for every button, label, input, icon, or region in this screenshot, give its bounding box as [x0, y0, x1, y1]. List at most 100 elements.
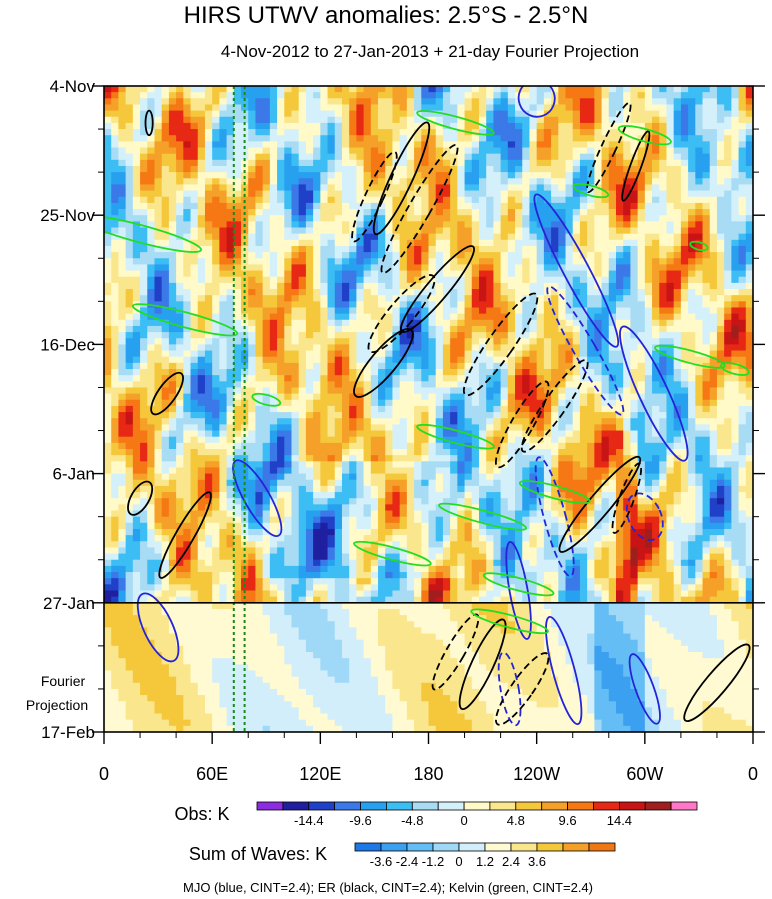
field-cell [168, 282, 177, 290]
field-cell [313, 209, 321, 216]
field-cell [724, 313, 732, 321]
field-cell [644, 209, 653, 216]
field-cell [118, 387, 127, 395]
field-cell [695, 313, 704, 321]
field-cell [356, 245, 365, 253]
field-cell [291, 184, 300, 192]
field-cell [702, 116, 711, 124]
field-cell [104, 295, 112, 302]
field-cell [623, 209, 632, 216]
field-cell [255, 295, 264, 302]
field-cell [486, 418, 494, 425]
field-cell [659, 116, 668, 124]
field-cell [147, 282, 156, 290]
field-cell [536, 209, 545, 216]
field-cell [450, 202, 458, 210]
field-cell [421, 129, 430, 136]
field-cell [233, 196, 242, 204]
field-cell [320, 233, 329, 241]
field-cell [406, 313, 415, 321]
field-cell [565, 141, 574, 149]
field-cell [334, 356, 343, 364]
field-cell [738, 209, 747, 216]
field-cell [464, 350, 473, 358]
field-cell [378, 202, 386, 210]
field-cell [623, 178, 632, 186]
field-cell [522, 381, 531, 389]
field-cell [363, 325, 372, 333]
field-cell [305, 221, 314, 229]
field-cell [190, 381, 199, 389]
field-cell [147, 332, 156, 339]
field-cell [709, 239, 718, 247]
field-cell [190, 313, 199, 321]
field-cell [745, 172, 753, 179]
field-cell [450, 393, 458, 401]
field-cell [414, 227, 422, 235]
field-cell [745, 325, 753, 333]
field-cell [579, 264, 588, 272]
field-cell [363, 319, 372, 327]
field-cell [529, 350, 538, 358]
field-cell [197, 172, 206, 179]
field-cell [197, 122, 206, 130]
field-cell [269, 190, 278, 198]
field-cell [745, 375, 753, 382]
field-cell [378, 319, 386, 327]
field-cell [673, 362, 682, 370]
field-cell [313, 399, 321, 407]
field-cell [313, 215, 321, 222]
field-cell [608, 369, 617, 376]
field-cell [551, 239, 559, 247]
field-cell [666, 233, 675, 241]
field-cell [183, 172, 192, 179]
field-cell [745, 159, 753, 167]
field-cell [190, 172, 199, 179]
field-cell [140, 270, 148, 278]
field-cell [716, 172, 725, 179]
field-cell [486, 387, 494, 395]
field-cell [471, 295, 480, 302]
field-cell [399, 393, 408, 401]
field-cell [724, 412, 732, 419]
field-cell [680, 153, 689, 161]
field-cell [507, 381, 516, 389]
field-cell [442, 307, 451, 315]
field-cell [615, 270, 624, 278]
field-cell [291, 141, 300, 149]
field-cell [183, 282, 192, 290]
field-cell [320, 135, 329, 142]
field-cell [284, 245, 293, 253]
field-cell [579, 282, 588, 290]
field-cell [111, 159, 120, 167]
field-cell [111, 375, 120, 382]
field-cell [716, 233, 725, 241]
field-cell [226, 135, 235, 142]
field-cell [457, 209, 466, 216]
field-cell [551, 159, 559, 167]
field-cell [140, 184, 148, 192]
field-cell [587, 276, 595, 284]
field-cell [104, 221, 112, 229]
field-cell [111, 264, 120, 272]
field-cell [572, 159, 581, 167]
field-cell [255, 282, 264, 290]
field-cell [515, 104, 523, 112]
field-cell [630, 202, 639, 210]
field-cell [161, 387, 170, 395]
field-cell [565, 215, 574, 222]
field-cell [291, 276, 300, 284]
field-cell [125, 332, 134, 339]
field-cell [716, 350, 725, 358]
field-cell [428, 289, 437, 296]
field-cell [262, 153, 271, 161]
field-cell [652, 92, 660, 99]
field-cell [284, 129, 293, 136]
field-cell [190, 405, 199, 413]
field-cell [680, 319, 689, 327]
field-cell [652, 399, 660, 407]
field-cell [478, 387, 487, 395]
field-cell [724, 116, 732, 124]
field-cell [738, 332, 747, 339]
field-cell [349, 289, 357, 296]
